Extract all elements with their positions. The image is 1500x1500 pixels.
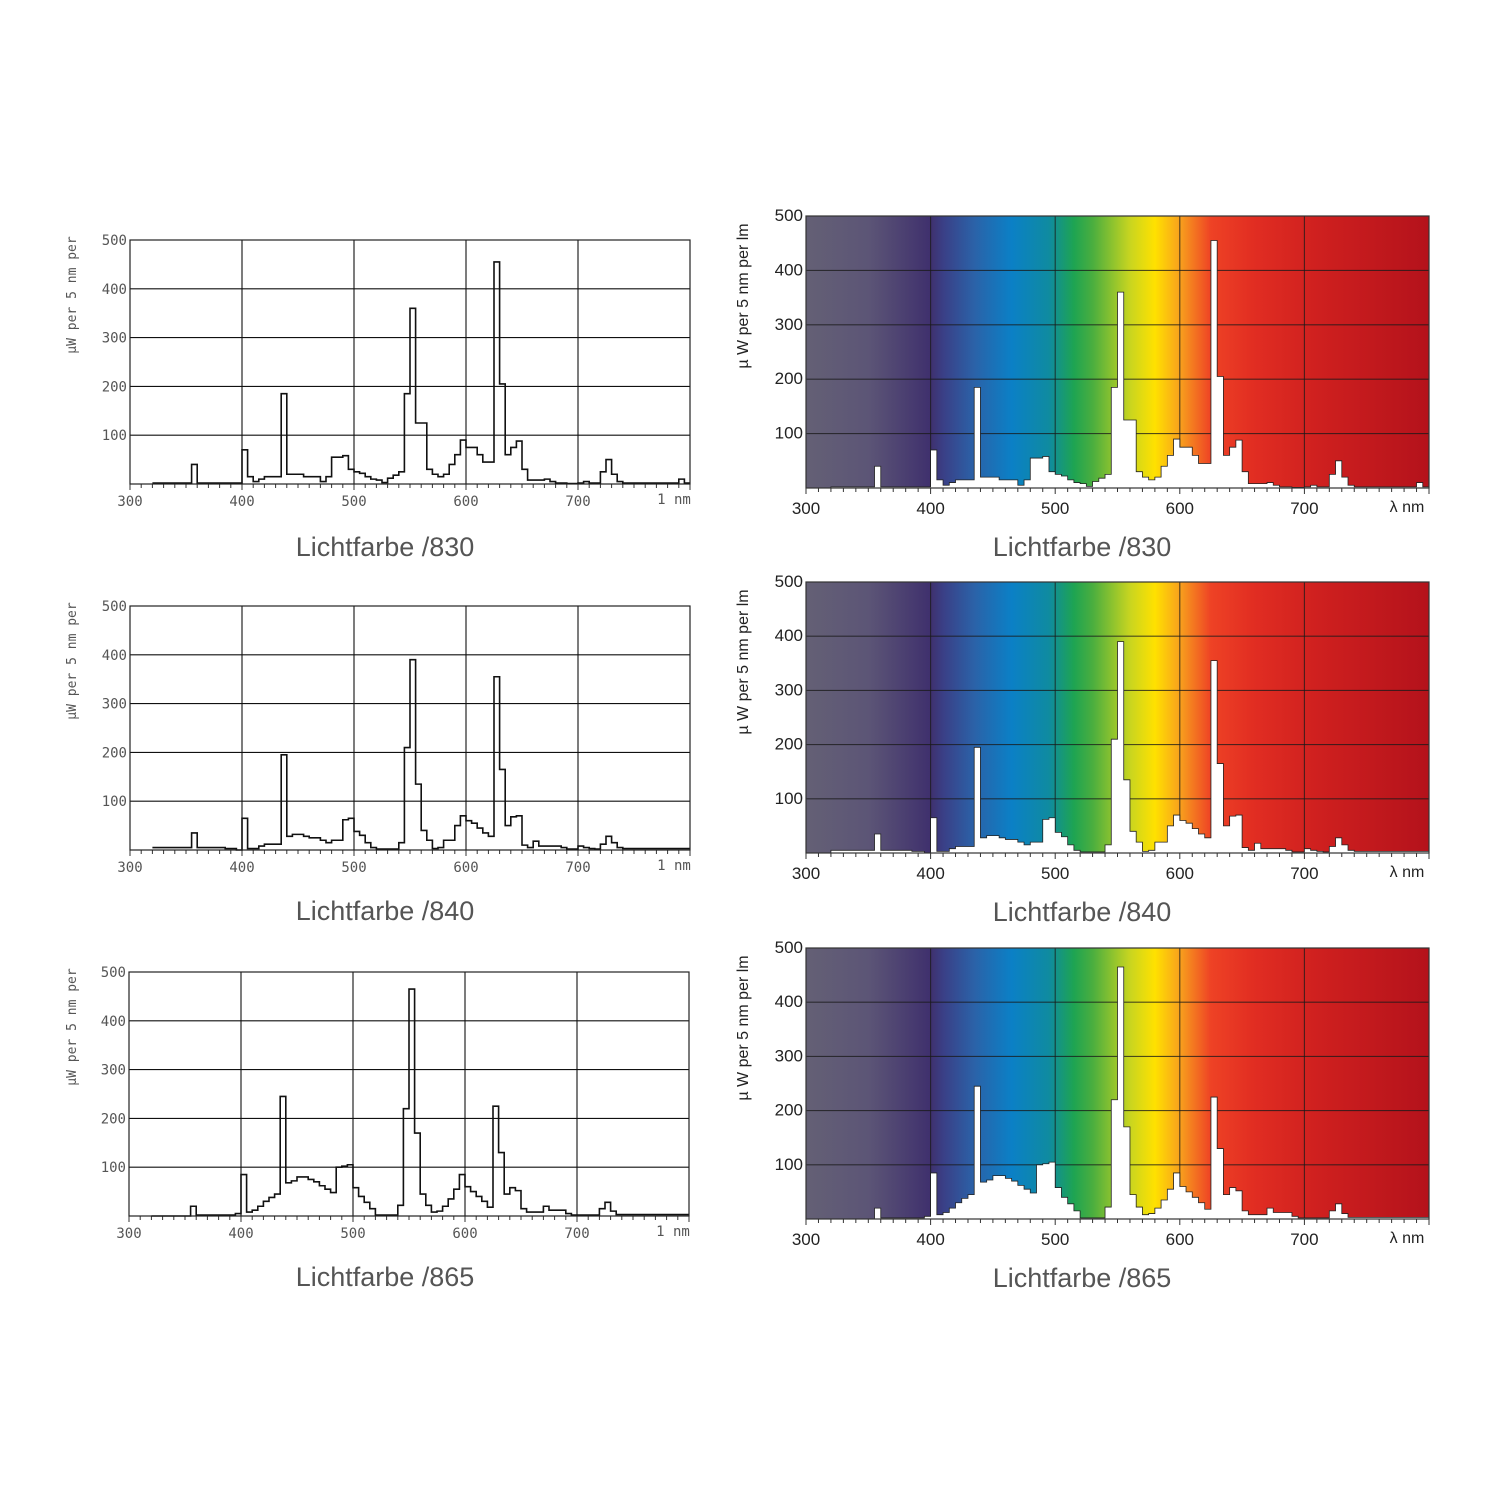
x-tick-label: 400 xyxy=(916,1230,944,1249)
x-unit-label: λ nm xyxy=(1390,864,1425,881)
chart-lichtfarbe-840-outline: 100 200 300 400 500 300 400 500 600 700 1 nm µW per… xyxy=(65,599,691,926)
x-tick-label: 400 xyxy=(229,860,254,876)
series-line xyxy=(152,658,690,851)
y-tick-label: 100 xyxy=(102,428,127,444)
y-tick-label: 300 xyxy=(101,1063,126,1079)
y-tick-label: 200 xyxy=(102,745,127,761)
y-tick-label: 100 xyxy=(102,794,127,810)
x-tick-label: 700 xyxy=(1290,864,1318,883)
y-tick-label: 500 xyxy=(775,938,803,957)
y-tick-label: 500 xyxy=(102,233,127,249)
series-line xyxy=(151,988,689,1217)
y-tick-label: 400 xyxy=(775,626,803,645)
y-tick-label: 100 xyxy=(101,1160,126,1176)
x-unit-label: λ nm xyxy=(1390,1230,1425,1247)
plot-frame xyxy=(129,239,691,485)
x-tick-label: 300 xyxy=(117,494,142,510)
y-axis-label: µ W per 5 nm per lm xyxy=(735,223,752,368)
plot-frame xyxy=(805,581,1430,854)
series-area xyxy=(830,966,1430,1220)
y-tick-label: 100 xyxy=(775,789,803,808)
series-area xyxy=(830,240,1430,489)
plot-frame xyxy=(128,971,690,1217)
y-tick-label: 100 xyxy=(775,424,803,443)
x-tick-label: 400 xyxy=(229,494,254,510)
x-tick-label: 600 xyxy=(453,494,478,510)
x-tick-label: 400 xyxy=(916,499,944,518)
x-unit-label: 1 nm xyxy=(657,858,691,874)
y-tick-label: 500 xyxy=(102,599,127,615)
x-unit-label: λ nm xyxy=(1390,499,1425,516)
x-tick-label: 300 xyxy=(116,1226,141,1242)
x-tick-label: 300 xyxy=(792,1230,820,1249)
x-tick-label: 500 xyxy=(341,860,366,876)
y-tick-label: 300 xyxy=(102,697,127,713)
x-tick-label: 600 xyxy=(1166,499,1194,518)
series-area xyxy=(830,641,1430,854)
chart-lichtfarbe-830-spectrum: 100 200 300 400 500 300 400 500 600 700 λ nm µ W pe… xyxy=(735,206,1430,562)
x-tick-label: 600 xyxy=(452,1226,477,1242)
chart-lichtfarbe-840-spectrum: 100 200 300 400 500 300 400 500 600 700 λ nm µ W pe… xyxy=(735,572,1430,927)
x-tick-label: 600 xyxy=(1166,864,1194,883)
y-tick-label: 200 xyxy=(775,369,803,388)
y-axis-label: µW per 5 nm per xyxy=(65,602,80,720)
x-tick-label: 300 xyxy=(792,864,820,883)
chart-lichtfarbe-865-spectrum: 100 200 300 400 500 300 400 500 600 700 λ nm µ W pe… xyxy=(735,938,1430,1293)
y-tick-label: 300 xyxy=(102,331,127,347)
x-tick-label: 700 xyxy=(565,494,590,510)
chart-lichtfarbe-830-outline: 100 200 300 400 500 300 400 500 600 700 1 nm µW per… xyxy=(65,233,691,562)
x-tick-label: 600 xyxy=(453,860,478,876)
y-tick-label: 500 xyxy=(775,572,803,591)
x-tick-label: 700 xyxy=(1290,1230,1318,1249)
x-unit-label: 1 nm xyxy=(657,492,691,508)
y-tick-label: 400 xyxy=(775,260,803,279)
y-tick-label: 300 xyxy=(775,680,803,699)
chart-title: Lichtfarbe /830 xyxy=(993,532,1172,562)
x-tick-label: 700 xyxy=(564,1226,589,1242)
y-tick-label: 500 xyxy=(775,206,803,225)
y-tick-label: 400 xyxy=(775,992,803,1011)
y-tick-label: 300 xyxy=(775,315,803,334)
y-tick-label: 300 xyxy=(775,1046,803,1065)
x-tick-label: 500 xyxy=(1041,864,1069,883)
chart-lichtfarbe-865-outline: 100 200 300 400 500 300 400 500 600 700 1 nm µW per… xyxy=(65,965,690,1292)
y-axis-label: µ W per 5 nm per lm xyxy=(735,589,752,734)
y-tick-label: 200 xyxy=(775,735,803,754)
chart-title: Lichtfarbe /865 xyxy=(993,1263,1172,1293)
y-tick-label: 400 xyxy=(102,282,127,298)
plot-frame xyxy=(805,215,1430,489)
x-tick-label: 300 xyxy=(117,860,142,876)
y-tick-label: 200 xyxy=(101,1111,126,1127)
plot-frame xyxy=(805,947,1430,1220)
y-tick-label: 200 xyxy=(102,379,127,395)
y-tick-label: 500 xyxy=(101,965,126,981)
x-tick-label: 400 xyxy=(916,864,944,883)
y-axis-label: µW per 5 nm per xyxy=(65,236,80,354)
chart-title: Lichtfarbe /865 xyxy=(296,1262,475,1292)
x-tick-label: 400 xyxy=(228,1226,253,1242)
x-tick-label: 300 xyxy=(792,499,820,518)
x-tick-label: 500 xyxy=(341,494,366,510)
x-tick-label: 700 xyxy=(565,860,590,876)
y-axis-label: µW per 5 nm per xyxy=(65,968,80,1086)
y-tick-label: 400 xyxy=(101,1014,126,1030)
x-tick-label: 500 xyxy=(1041,1230,1069,1249)
y-tick-label: 100 xyxy=(775,1155,803,1174)
x-tick-label: 600 xyxy=(1166,1230,1194,1249)
y-axis-label: µ W per 5 nm per lm xyxy=(735,955,752,1100)
plot-frame xyxy=(129,605,691,851)
y-tick-label: 200 xyxy=(775,1101,803,1120)
x-tick-label: 500 xyxy=(340,1226,365,1242)
chart-title: Lichtfarbe /840 xyxy=(296,896,475,926)
series-line xyxy=(152,261,690,485)
chart-title: Lichtfarbe /840 xyxy=(993,897,1172,927)
x-tick-label: 700 xyxy=(1290,499,1318,518)
x-tick-label: 500 xyxy=(1041,499,1069,518)
x-unit-label: 1 nm xyxy=(656,1224,690,1240)
y-tick-label: 400 xyxy=(102,648,127,664)
chart-title: Lichtfarbe /830 xyxy=(296,532,475,562)
